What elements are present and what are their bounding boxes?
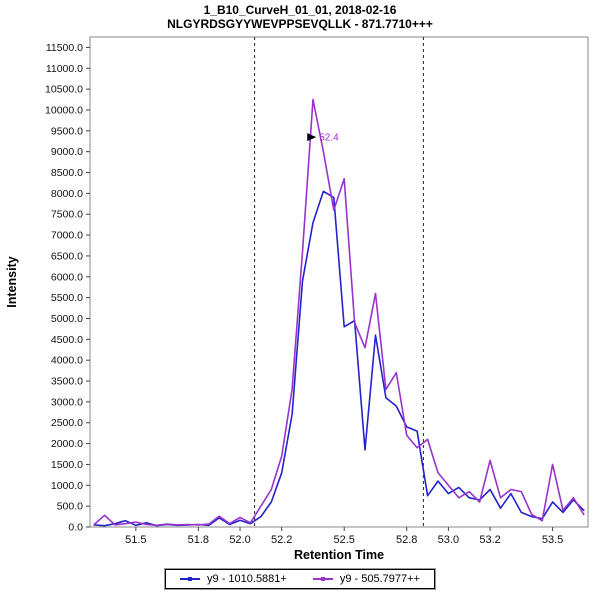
series-line <box>93 190 585 527</box>
y-tick-label: 1500.0 <box>51 459 83 471</box>
y-tick-label: 5500.0 <box>51 292 83 304</box>
chart-title: 1_B10_CurveH_01_01, 2018-02-16 <box>203 3 397 17</box>
x-axis-label: Retention Time <box>294 548 384 562</box>
legend-label: y9 - 1010.5881+ <box>207 573 287 585</box>
series-line <box>93 98 585 527</box>
y-tick-label: 5000.0 <box>51 313 83 325</box>
y-tick-label: 1000.0 <box>51 480 83 492</box>
chromatogram-plot: Intensity Retention Time 0.0 500.0 1000.0 1… <box>5 36 589 562</box>
y-axis-label: Intensity <box>5 256 19 307</box>
y-tick-label: 10000.0 <box>45 104 83 116</box>
y-tick-label: 11000.0 <box>46 63 83 75</box>
x-tick-label: 52.2 <box>271 534 292 546</box>
peak-arrow-icon <box>307 133 317 142</box>
legend-label: y9 - 505.7977++ <box>339 573 420 585</box>
x-tick-label: 52.0 <box>229 534 250 546</box>
x-tick-label: 51.8 <box>188 534 209 546</box>
x-tick-label: 53.2 <box>479 534 500 546</box>
y-tick-label: 6000.0 <box>51 271 83 283</box>
x-tick-label: 51.5 <box>125 534 146 546</box>
y-tick-label: 6500.0 <box>51 250 83 262</box>
chart-header: 1_B10_CurveH_01_01, 2018-02-16 NLGYRDSGY… <box>0 3 600 31</box>
x-tick-label: 52.8 <box>396 534 417 546</box>
y-tick-label: 9500.0 <box>51 125 83 137</box>
y-tick-label: 8500.0 <box>51 167 83 179</box>
y-tick-label: 500.0 <box>57 501 83 513</box>
y-tick-label: 8000.0 <box>51 188 83 200</box>
y-tick-label: 11500.0 <box>46 42 83 54</box>
x-tick-label: 52.5 <box>333 534 354 546</box>
plot-body: 0.0 500.0 1000.0 1500.0 2000.0 2500.0 3000.0 35… <box>45 36 589 546</box>
y-tick-label: 7500.0 <box>51 209 83 221</box>
y-tick-label: 3000.0 <box>51 396 83 408</box>
legend-item: y9 - 1010.5881+ <box>180 573 287 585</box>
y-tick-label: 7000.0 <box>51 230 83 242</box>
y-tick-label: 10500.0 <box>45 84 83 96</box>
x-tick-label: 53.0 <box>438 534 459 546</box>
legend: y9 - 1010.5881+ y9 - 505.7977++ <box>165 569 435 589</box>
y-tick-label: 0.0 <box>68 522 83 534</box>
legend-swatch-icon <box>180 577 201 581</box>
x-tick-label: 53.5 <box>542 534 563 546</box>
y-tick-label: 4500.0 <box>51 334 83 346</box>
y-tick-label: 3500.0 <box>51 376 83 388</box>
legend-swatch-icon <box>312 577 333 581</box>
chart-subtitle: NLGYRDSGYYWEVPPSEVQLLK - 871.7710+++ <box>167 17 433 31</box>
legend-item: y9 - 505.7977++ <box>312 573 420 585</box>
plot-frame <box>89 36 589 528</box>
peak-rt-annotation: 52.4 <box>319 133 339 144</box>
y-tick-label: 2500.0 <box>51 417 83 429</box>
y-tick-label: 9000.0 <box>51 146 83 158</box>
y-tick-label: 4000.0 <box>51 355 83 367</box>
y-tick-label: 2000.0 <box>51 438 83 450</box>
